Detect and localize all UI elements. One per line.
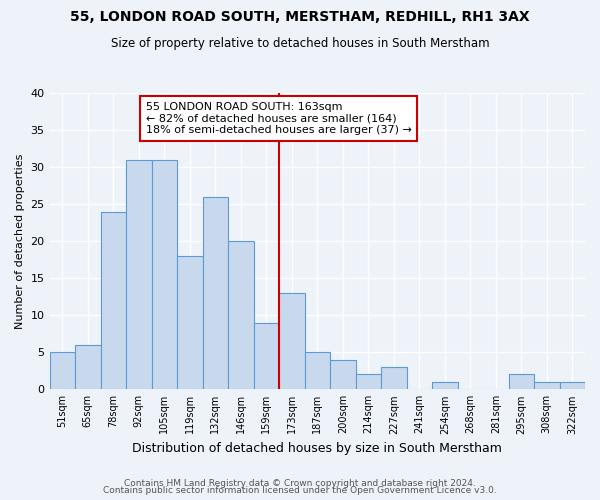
Bar	[534, 382, 560, 390]
Bar	[560, 382, 585, 390]
Bar	[50, 352, 75, 390]
Bar	[228, 241, 254, 390]
Bar	[101, 212, 126, 390]
Bar	[509, 374, 534, 390]
Bar	[356, 374, 381, 390]
Bar	[177, 256, 203, 390]
Text: 55, LONDON ROAD SOUTH, MERSTHAM, REDHILL, RH1 3AX: 55, LONDON ROAD SOUTH, MERSTHAM, REDHILL…	[70, 10, 530, 24]
Bar	[305, 352, 330, 390]
Bar	[279, 293, 305, 390]
Bar	[330, 360, 356, 390]
Bar	[381, 367, 407, 390]
Text: Contains public sector information licensed under the Open Government Licence v3: Contains public sector information licen…	[103, 486, 497, 495]
Bar	[203, 196, 228, 390]
Bar	[152, 160, 177, 390]
X-axis label: Distribution of detached houses by size in South Merstham: Distribution of detached houses by size …	[133, 442, 502, 455]
Text: Size of property relative to detached houses in South Merstham: Size of property relative to detached ho…	[110, 38, 490, 51]
Text: Contains HM Land Registry data © Crown copyright and database right 2024.: Contains HM Land Registry data © Crown c…	[124, 478, 476, 488]
Bar	[432, 382, 458, 390]
Bar	[75, 345, 101, 390]
Bar	[126, 160, 152, 390]
Text: 55 LONDON ROAD SOUTH: 163sqm
← 82% of detached houses are smaller (164)
18% of s: 55 LONDON ROAD SOUTH: 163sqm ← 82% of de…	[146, 102, 412, 135]
Bar	[254, 322, 279, 390]
Y-axis label: Number of detached properties: Number of detached properties	[15, 154, 25, 329]
